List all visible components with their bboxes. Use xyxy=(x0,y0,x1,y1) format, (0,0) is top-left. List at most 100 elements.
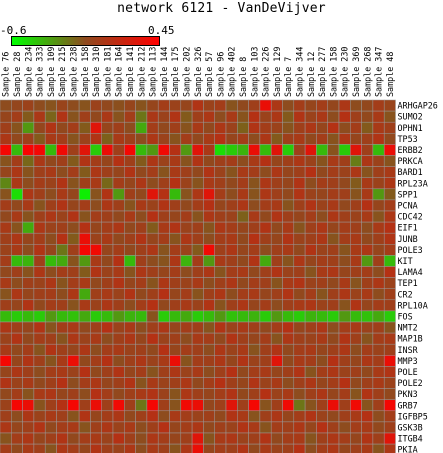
heatmap-cell xyxy=(67,366,80,378)
heatmap-cell xyxy=(101,343,114,356)
heatmap-cell xyxy=(248,299,261,312)
heatmap-cell xyxy=(22,366,35,378)
heatmap-cell xyxy=(225,232,238,245)
heatmap-cell xyxy=(146,332,159,345)
heatmap-cell xyxy=(191,177,204,190)
heatmap-cell xyxy=(248,310,261,323)
heatmap-cell xyxy=(11,421,23,434)
heatmap-cell xyxy=(350,388,362,400)
heatmap-cell xyxy=(259,232,272,245)
heatmap-cell xyxy=(78,133,91,145)
heatmap-cell xyxy=(383,188,396,201)
heatmap-cell xyxy=(0,366,12,378)
heatmap-cell xyxy=(169,299,182,312)
heatmap-cell xyxy=(135,221,148,234)
heatmap-cell xyxy=(293,432,306,445)
heatmap-cell xyxy=(350,144,362,156)
row-label: POLE xyxy=(398,367,418,377)
heatmap-cell xyxy=(90,343,102,356)
heatmap-cell xyxy=(157,144,170,156)
heatmap-cell xyxy=(11,432,23,445)
heatmap-cell xyxy=(180,399,193,412)
heatmap-cell xyxy=(327,133,340,145)
heatmap-cell xyxy=(316,144,328,156)
heatmap-cell xyxy=(225,221,238,234)
heatmap-cell xyxy=(225,332,238,345)
heatmap-cell xyxy=(157,133,170,145)
heatmap-cell xyxy=(169,432,182,445)
heatmap-cell xyxy=(124,443,136,453)
column-label: Sample 277 xyxy=(317,47,327,97)
heatmap-cell xyxy=(22,210,35,223)
heatmap-cell xyxy=(180,110,193,123)
heatmap-cell xyxy=(225,410,238,423)
heatmap-cell xyxy=(169,210,182,223)
heatmap-cell xyxy=(112,321,125,334)
heatmap-cell xyxy=(157,244,170,256)
heatmap-cell xyxy=(304,277,317,289)
heatmap-cell xyxy=(135,410,148,423)
heatmap-cell xyxy=(56,432,69,445)
heatmap-cell xyxy=(316,443,328,453)
heatmap-cell xyxy=(33,377,46,389)
heatmap-cell xyxy=(78,121,91,134)
heatmap-cell xyxy=(67,155,80,167)
column-label: Sample 344 xyxy=(294,47,304,97)
heatmap-cell xyxy=(191,343,204,356)
heatmap-cell xyxy=(304,244,317,256)
heatmap-cell xyxy=(124,110,136,123)
heatmap-cell xyxy=(146,421,159,434)
heatmap-cell xyxy=(180,343,193,356)
heatmap-cell xyxy=(237,355,249,367)
heatmap-cell xyxy=(11,355,23,367)
heatmap-cell xyxy=(169,255,182,267)
heatmap-cell xyxy=(0,377,12,389)
heatmap-cell xyxy=(282,199,295,212)
heatmap-cell xyxy=(316,121,328,134)
heatmap-cell xyxy=(90,332,102,345)
heatmap-cell xyxy=(338,266,351,278)
heatmap-cell xyxy=(135,199,148,212)
heatmap-cell xyxy=(56,144,69,156)
heatmap-cell xyxy=(90,355,102,367)
heatmap-cell xyxy=(146,188,159,201)
heatmap-cell xyxy=(214,155,227,167)
column-label: Sample 175 xyxy=(170,47,180,97)
heatmap-cell xyxy=(248,410,261,423)
heatmap-cell xyxy=(316,266,328,278)
heatmap-cell xyxy=(214,332,227,345)
heatmap-cell xyxy=(112,266,125,278)
row-label: PCNA xyxy=(398,201,418,211)
heatmap-cell xyxy=(383,321,396,334)
heatmap-cell xyxy=(372,221,385,234)
heatmap-cell xyxy=(338,388,351,400)
heatmap-cell xyxy=(180,177,193,190)
column-label: Sample 310 xyxy=(91,47,101,97)
heatmap-cell xyxy=(248,133,261,145)
heatmap-cell xyxy=(33,199,46,212)
heatmap-cell xyxy=(248,432,261,445)
heatmap-cell xyxy=(293,355,306,367)
heatmap-cell xyxy=(203,432,215,445)
heatmap-cell xyxy=(101,255,114,267)
heatmap-cell xyxy=(101,277,114,289)
heatmap-cell xyxy=(203,266,215,278)
heatmap-cell xyxy=(157,99,170,112)
heatmap-cell xyxy=(33,355,46,367)
heatmap-cell xyxy=(304,343,317,356)
heatmap-cell xyxy=(361,343,374,356)
heatmap-cell xyxy=(56,366,69,378)
heatmap-cell xyxy=(372,166,385,178)
row-label: TP53 xyxy=(398,134,418,144)
heatmap-cell xyxy=(259,277,272,289)
heatmap-cell xyxy=(350,321,362,334)
heatmap-cell xyxy=(78,99,91,112)
heatmap-cell xyxy=(338,377,351,389)
heatmap-cell xyxy=(22,110,35,123)
heatmap-cell xyxy=(203,110,215,123)
column-label: Sample 158 xyxy=(328,47,338,97)
heatmap-cell xyxy=(124,410,136,423)
heatmap-cell xyxy=(383,299,396,312)
heatmap-cell xyxy=(383,377,396,389)
heatmap-cell xyxy=(112,144,125,156)
